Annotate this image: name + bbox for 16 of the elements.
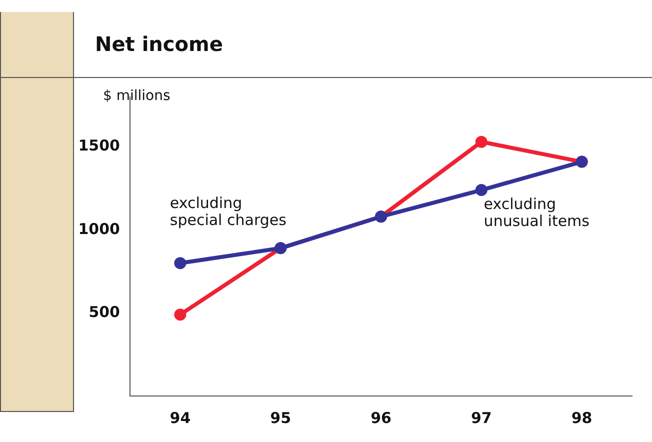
x-tick-label: 97 [470,408,492,427]
y-axis-title: $ millions [103,88,170,104]
y-tick-label: 1500 [78,136,120,155]
point [475,184,488,196]
x-tick-label: 96 [370,408,392,427]
point [174,257,186,270]
x-tick-label: 98 [571,408,592,427]
y-tick-label: 1000 [78,220,120,238]
annotation: excluding special charges [170,194,287,230]
chart-title: Net income [95,32,223,56]
y-tick-label: 500 [88,302,120,321]
x-tick-label: 94 [170,408,191,427]
point [475,136,488,148]
point [174,308,186,321]
x-tick-label: 95 [270,408,292,427]
annotation: excluding unusual items [484,194,590,230]
